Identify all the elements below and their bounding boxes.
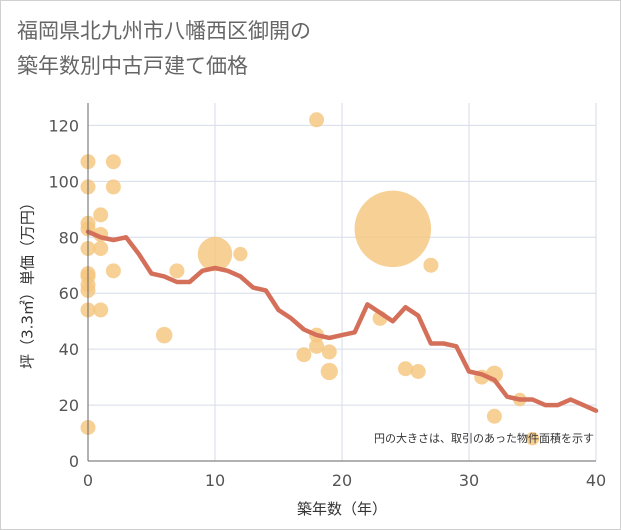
y-tick-label: 120 <box>48 116 79 135</box>
data-bubble <box>169 263 185 279</box>
y-tick-label: 80 <box>59 228 79 247</box>
x-tick-label: 20 <box>332 471 352 490</box>
x-tick-label: 30 <box>459 471 479 490</box>
data-bubble <box>93 302 109 318</box>
y-tick-label: 60 <box>59 284 79 303</box>
data-bubble <box>309 338 325 354</box>
x-tick-label: 40 <box>586 471 606 490</box>
x-tick-label: 0 <box>83 471 93 490</box>
data-bubble <box>93 207 109 223</box>
data-bubble <box>525 431 540 446</box>
bubble-size-note: 円の大きさは、取引のあった物件面積を示す <box>374 431 594 445</box>
data-bubble <box>93 240 109 256</box>
y-tick-label: 20 <box>59 396 79 415</box>
data-bubble <box>423 257 439 273</box>
chart-title: 福岡県北九州市八幡西区御開の 築年数別中古戸建て価格 <box>17 14 577 84</box>
data-bubble <box>105 179 121 195</box>
y-axis-label: 坪（3.3㎡）単価（万円） <box>19 195 37 369</box>
data-bubble <box>197 236 233 272</box>
y-tick-label: 0 <box>69 452 79 471</box>
data-bubble <box>486 408 502 424</box>
data-bubble <box>354 190 432 268</box>
grid-lines <box>87 103 597 462</box>
data-bubble <box>398 361 413 377</box>
data-bubble <box>309 112 325 128</box>
trend-line-group <box>85 229 599 413</box>
data-bubble <box>296 347 312 363</box>
x-tick-label: 10 <box>205 471 225 490</box>
y-tick-label: 100 <box>48 172 79 191</box>
tick-labels: 0 10 20 30 40 0 20 40 60 80 100 120 <box>48 116 606 490</box>
data-bubble <box>233 246 248 262</box>
data-bubble <box>410 364 426 379</box>
bubble-series <box>80 112 540 446</box>
x-axis-label: 築年数（年） <box>297 500 387 518</box>
chart-title-line-1: 福岡県北九州市八幡西区御開の <box>17 19 311 43</box>
y-tick-label: 40 <box>59 340 79 359</box>
chart-title-line-2: 築年数別中古戸建て価格 <box>17 54 248 78</box>
axes <box>87 103 596 462</box>
trend-line <box>85 229 599 413</box>
data-bubble <box>105 263 121 279</box>
data-bubble <box>155 326 173 344</box>
data-bubble <box>320 362 338 381</box>
data-bubble <box>105 154 121 170</box>
data-bubble <box>321 344 337 360</box>
